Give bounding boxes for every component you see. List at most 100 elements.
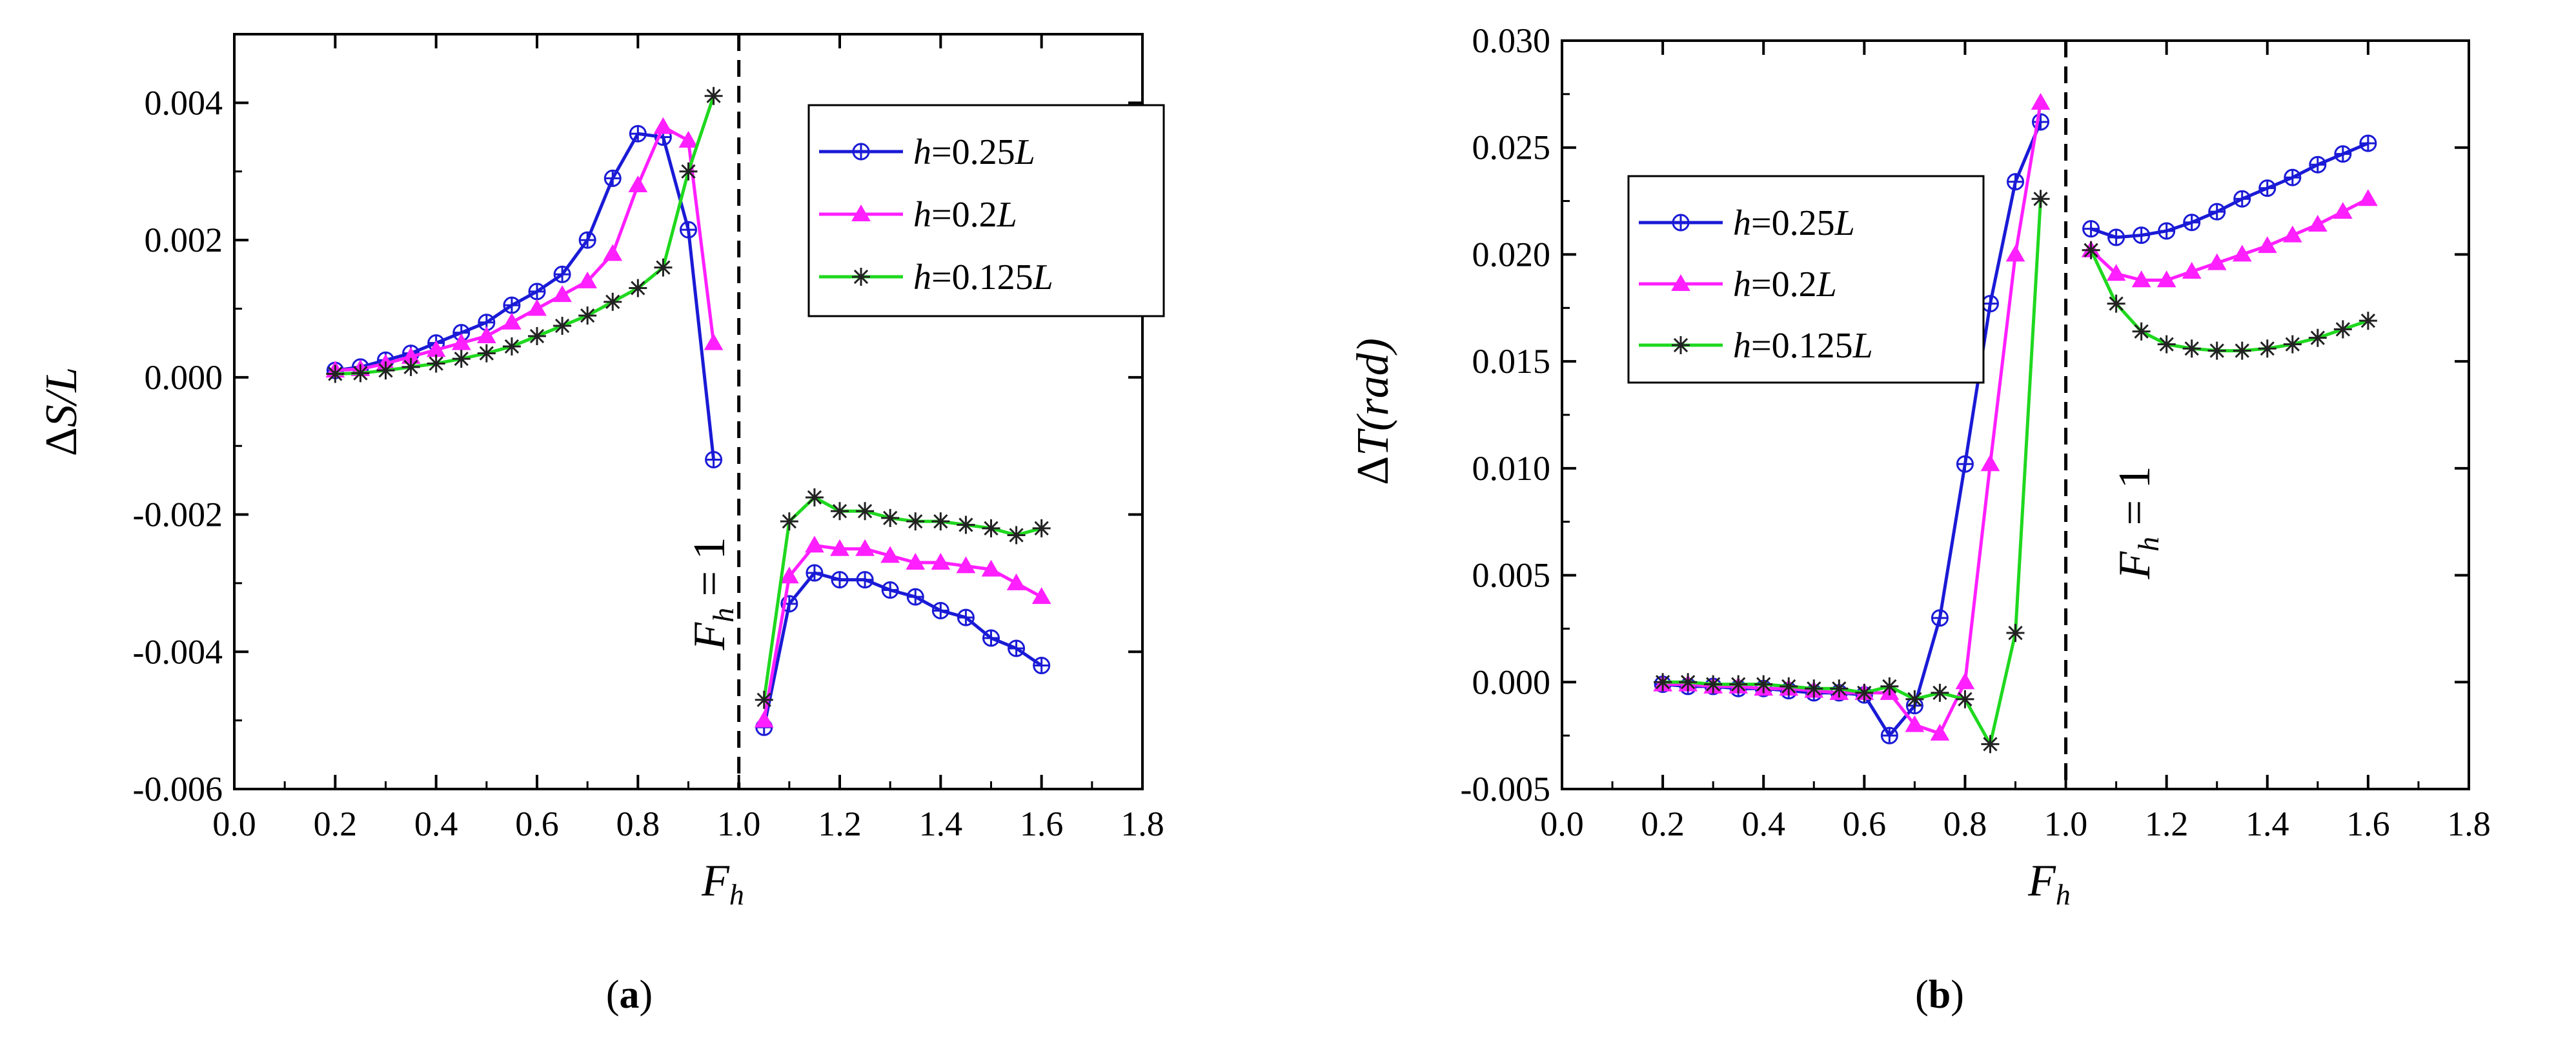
panel-b-x-tick-label: 1.4 xyxy=(2246,805,2289,843)
panel-b-series-0-point xyxy=(2359,134,2377,152)
panel-a-series-2-point xyxy=(629,279,647,297)
panel-b-y-tick-label: 0.005 xyxy=(1472,556,1551,595)
panel-b-y-tick-label: 0.010 xyxy=(1472,449,1551,488)
panel-a-series-0-point xyxy=(528,283,546,301)
panel-b-series-1-point xyxy=(2232,245,2252,262)
panel-b-series-0-point xyxy=(1931,609,1949,627)
panel-a-x-tick-label: 0.2 xyxy=(314,805,358,843)
panel-b-series-2-point xyxy=(2107,294,2125,313)
panel-b-series-0-point xyxy=(2032,113,2050,131)
panel-b-legend-label-0: h=0.25L xyxy=(1733,203,1855,243)
panel-a-series-2-point xyxy=(831,502,849,521)
panel-a-series-1-point xyxy=(678,130,698,148)
panel-b-x-tick-label: 1.2 xyxy=(2145,805,2189,843)
panel-b-series-2-point xyxy=(1805,679,1823,698)
panel-a-series-2-point xyxy=(502,337,521,355)
panel-b-series-0-point xyxy=(2233,190,2251,208)
panel-a-series-0-line-0 xyxy=(334,132,716,460)
panel-a-y-axis-title: ΔS/L xyxy=(37,367,86,456)
panel-a-series-2-point xyxy=(957,515,975,534)
panel-a-series-1-point xyxy=(553,285,572,303)
panel-b-legend-marker-1 xyxy=(1671,274,1690,291)
panel-b-series-2-point xyxy=(1855,683,1874,702)
panel-b-y-axis-title: ΔT(rad) xyxy=(1348,338,1398,485)
panel-b-series-1-point xyxy=(2005,245,2025,262)
panel-a-axes: 0.0 0.2 0.4 0.6 0.8 1.0 1.2 1.4 1.6 1.8 -0.006 -0.0… xyxy=(133,34,1164,843)
panel-b-series-1-point xyxy=(2257,236,2277,254)
panel-a-series-1-point xyxy=(779,566,799,584)
panel-a-y-tick-label: 0.000 xyxy=(145,358,223,397)
panel-b-series-1-point xyxy=(2031,93,2051,110)
panel-b-y-tick-label: 0.015 xyxy=(1472,342,1551,381)
panel-b-x-tick-label: 0.0 xyxy=(1540,805,1584,843)
panel-b-series-2-point xyxy=(2258,339,2277,358)
panel-b-axes: 0.0 0.2 0.4 0.6 0.8 1.0 1.2 1.4 1.6 1.8 -0.005 0.00… xyxy=(1461,21,2491,843)
panel-a-series-0-point xyxy=(680,221,697,239)
panel-b-series-2-point xyxy=(2333,320,2352,339)
panel-a-series-2-point xyxy=(477,344,496,363)
panel-a-series-1-point xyxy=(502,312,522,330)
panel-b-series-2-point xyxy=(1880,677,1899,695)
panel-b-series-2-point xyxy=(2132,322,2151,341)
panel-a-series-2-point xyxy=(982,519,1000,537)
panel-a-series-1-line-0 xyxy=(335,125,716,372)
panel-a-series-2-point xyxy=(1007,526,1026,545)
panel-b-series-2-point xyxy=(1679,673,1698,692)
panel-a-series-0-line-1 xyxy=(762,571,1043,728)
panel-a-series-0-point xyxy=(629,125,647,143)
panel-b-series-0-point xyxy=(1956,455,1974,473)
panel-b-series-1-point xyxy=(2106,264,2126,281)
panel-b-reference-line-label: Fh = 1 xyxy=(2110,466,2165,579)
panel-b-x-tick-label: 1.0 xyxy=(2044,805,2088,843)
panel-a-x-tick-label: 1.6 xyxy=(1020,805,1064,843)
panel-b-series-1-point xyxy=(2333,202,2353,219)
panel-a-legend-entries: h=0.25L h=0.2L h=0.125L xyxy=(819,132,1053,297)
panel-a-series-1-point xyxy=(653,117,673,134)
panel-b-series-2-point xyxy=(2182,339,2201,358)
panel-b-series-1-point xyxy=(2131,270,2151,288)
panel-a-series-0-point xyxy=(881,581,899,599)
panel-a-series-1-point xyxy=(628,175,648,192)
panel-a-series-2-point xyxy=(528,327,546,345)
panel-a-series-0-point xyxy=(578,231,596,249)
panel-b-series-2-point xyxy=(1704,675,1723,694)
panel-a-legend: h=0.25L h=0.2L h=0.125L xyxy=(807,104,1165,317)
panel-b-y-tick-label: 0.020 xyxy=(1472,235,1551,274)
panel-a-legend-box xyxy=(807,104,1165,317)
panel-b-legend-marker-0 xyxy=(1672,214,1690,232)
panel-b-series-2 xyxy=(1654,190,2377,754)
panel-b-x-tick-label: 1.8 xyxy=(2447,805,2491,843)
panel-b-series-2-point xyxy=(2308,328,2327,347)
panel-b-legend-label-1: h=0.2L xyxy=(1733,265,1837,305)
panel-b-series-1-point xyxy=(2156,270,2176,288)
panel-a-series-1-point xyxy=(754,710,774,728)
panel-a-series-2-point xyxy=(351,364,370,383)
panel-a-series-2-point xyxy=(906,512,925,531)
panel-a-y-tick-label: 0.004 xyxy=(145,83,223,122)
panel-b-series-2-point xyxy=(1956,690,1974,708)
panel-a-legend-label-0: h=0.25L xyxy=(913,132,1035,172)
panel-a-legend-marker-2 xyxy=(852,268,870,286)
panel-b-series-2-line-0 xyxy=(1663,199,2043,746)
panel-a-series-1-point xyxy=(527,299,547,316)
panel-b-series-1-point xyxy=(1905,715,1925,732)
panel-b-series-0-point xyxy=(2284,168,2302,186)
panel-a-chart: 0.0 0.2 0.4 0.6 0.8 1.0 1.2 1.4 1.6 1.8 -0.006 -0.0… xyxy=(37,33,1165,1017)
panel-a-series-0-point xyxy=(705,450,723,468)
panel-b-series-1-point xyxy=(2307,215,2328,232)
panel-b-series-1-point xyxy=(1980,454,2000,472)
panel-a-series-1-point xyxy=(805,535,824,553)
panel-b-legend: h=0.25L h=0.2L h=0.125L xyxy=(1627,175,1985,384)
panel-b-series-1-point xyxy=(2358,189,2378,206)
panel-b-series-0-point xyxy=(2158,222,2176,240)
panel-a-series-1-point xyxy=(906,552,926,570)
panel-b-series-0-point xyxy=(2107,228,2125,246)
panel-a-series-0-point xyxy=(503,296,521,314)
panel-a-series-2-point xyxy=(1032,519,1051,537)
panel-a-y-tick-label: 0.002 xyxy=(145,221,223,259)
panel-b-series-2-point xyxy=(1981,735,2000,754)
panel-b-series xyxy=(1653,93,2378,754)
panel-b-series-2-point xyxy=(1754,675,1773,694)
panel-a-series-2-point xyxy=(931,512,950,531)
panel-b-series-0-point xyxy=(2208,203,2226,221)
